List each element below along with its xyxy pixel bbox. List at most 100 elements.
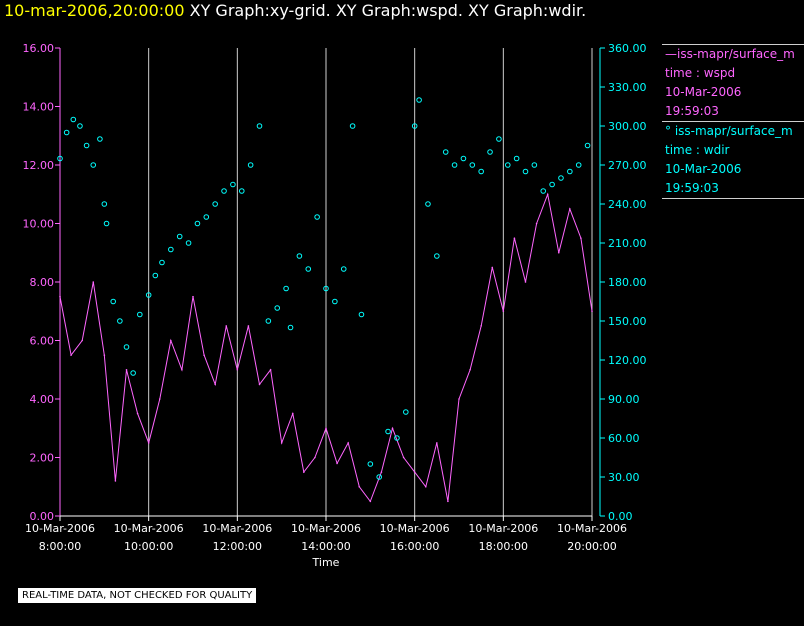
wdir-data-point <box>57 155 63 162</box>
chart-title: 10-mar-2006,20:00:00 XY Graph:xy-grid. X… <box>4 1 586 20</box>
wspd-data-point <box>513 237 516 239</box>
wspd-data-point <box>125 368 128 371</box>
wdir-data-point <box>496 136 502 142</box>
wspd-data-point <box>502 310 505 313</box>
wspd-data-point <box>247 325 250 327</box>
wdir-data-point <box>442 149 449 155</box>
wdir-data-point <box>558 175 564 181</box>
wspd-data-point <box>480 325 482 327</box>
wdir-data-point <box>130 370 136 376</box>
wspd-data-point <box>181 368 183 371</box>
left-tick-label: 0.00 <box>30 510 55 523</box>
wdir-data-point <box>159 259 165 266</box>
wdir-data-point <box>203 214 210 220</box>
wspd-data-point <box>469 368 471 371</box>
wspd-data-point <box>236 368 239 371</box>
wdir-data-point <box>460 155 467 162</box>
wdir-data-point <box>403 409 409 415</box>
wspd-data-point <box>314 456 316 459</box>
legend-entry-wdir: ° iss-mapr/surface_m time : wdir 10-Mar-… <box>662 121 804 198</box>
legend-wspd-var: time : wspd <box>665 66 736 80</box>
wdir-data-point <box>531 162 538 168</box>
x-tick-time-label: 20:00:00 <box>567 540 616 553</box>
wspd-data-point <box>413 471 416 473</box>
wspd-data-point <box>380 471 383 473</box>
wdir-data-point <box>540 188 547 194</box>
wdir-data-point <box>70 116 77 123</box>
right-tick-label: 300.00 <box>608 120 647 133</box>
x-tick-time-label: 10:00:00 <box>124 540 173 553</box>
wspd-data-point <box>580 237 582 239</box>
left-tick-label: 8.00 <box>30 276 55 289</box>
legend-entry-wspd: —iss-mapr/surface_m time : wspd 10-Mar-2… <box>662 44 804 121</box>
right-tick-label: 270.00 <box>608 159 647 172</box>
legend-wspd-date: 10-Mar-2006 <box>665 85 742 99</box>
wspd-data-point <box>369 500 372 503</box>
right-tick-label: 0.00 <box>608 510 633 523</box>
wdir-data-point <box>513 155 520 162</box>
wdir-data-point <box>103 220 110 227</box>
left-tick-label: 6.00 <box>30 335 55 348</box>
right-tick-label: 210.00 <box>608 237 647 250</box>
wdir-data-point <box>168 246 174 253</box>
legend-wdir-date: 10-Mar-2006 <box>665 162 742 176</box>
wspd-data-point <box>70 354 72 356</box>
right-tick-label: 240.00 <box>608 198 647 211</box>
wdir-data-point <box>305 266 312 272</box>
wdir-data-point <box>83 142 90 149</box>
wspd-data-point <box>291 412 294 415</box>
wspd-data-point <box>347 442 349 444</box>
right-tick-label: 150.00 <box>608 315 647 328</box>
legend-wspd-time: 19:59:03 <box>665 104 719 118</box>
wdir-data-point <box>230 181 236 188</box>
wspd-data-point <box>424 485 427 488</box>
wdir-data-point <box>575 162 582 168</box>
wspd-data-point <box>147 442 150 444</box>
left-tick-label: 16.00 <box>23 42 55 55</box>
x-tick-time-label: 18:00:00 <box>479 540 528 553</box>
right-tick-label: 90.00 <box>608 393 640 406</box>
left-tick-label: 14.00 <box>23 101 55 114</box>
wspd-data-point <box>557 251 560 254</box>
x-tick-date-label: 10-Mar-2006 <box>202 522 272 535</box>
wdir-data-point <box>376 474 383 480</box>
wspd-data-point <box>280 442 283 444</box>
wdir-data-point <box>77 123 83 129</box>
wspd-data-point <box>158 398 161 400</box>
x-tick-date-label: 10-Mar-2006 <box>291 522 361 535</box>
wspd-data-point <box>436 442 438 444</box>
wspd-data-point <box>358 485 361 488</box>
wspd-data-point <box>325 427 327 430</box>
wspd-data-point <box>136 412 139 415</box>
x-tick-time-label: 16:00:00 <box>390 540 439 553</box>
wdir-data-point <box>340 266 347 272</box>
wdir-data-point <box>584 142 591 149</box>
x-tick-time-label: 8:00:00 <box>39 540 81 553</box>
right-tick-label: 180.00 <box>608 276 647 289</box>
wspd-data-point <box>92 281 95 283</box>
legend-bottom-rule <box>662 198 804 199</box>
right-tick-label: 360.00 <box>608 42 647 55</box>
legend: —iss-mapr/surface_m time : wspd 10-Mar-2… <box>662 44 804 199</box>
wdir-data-point <box>256 123 263 129</box>
wdir-data-point <box>238 188 245 194</box>
wdir-data-point <box>247 162 254 168</box>
left-tick-label: 2.00 <box>30 452 55 465</box>
x-tick-date-label: 10-Mar-2006 <box>114 522 184 535</box>
right-tick-label: 60.00 <box>608 432 640 445</box>
x-tick-time-label: 12:00:00 <box>213 540 262 553</box>
wdir-data-point <box>117 318 123 324</box>
wdir-data-point <box>411 123 418 129</box>
wdir-data-point <box>90 162 97 168</box>
wspd-data-point <box>591 310 593 313</box>
title-timestamp: 10-mar-2006,20:00:00 <box>4 1 185 20</box>
wdir-data-point <box>97 136 103 142</box>
wdir-data-point <box>323 285 329 292</box>
wspd-data-point <box>225 325 228 327</box>
x-tick-date-label: 10-Mar-2006 <box>468 522 538 535</box>
wdir-data-point <box>194 220 201 227</box>
x-tick-date-label: 10-Mar-2006 <box>557 522 627 535</box>
title-graph-names: XY Graph:xy-grid. XY Graph:wspd. XY Grap… <box>189 1 587 20</box>
wdir-data-point <box>110 298 116 305</box>
wdir-data-point <box>416 97 422 103</box>
